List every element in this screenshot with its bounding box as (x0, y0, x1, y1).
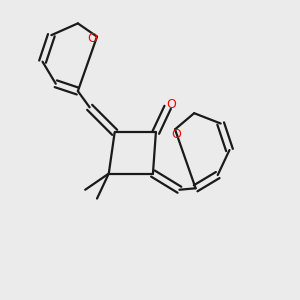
Text: O: O (172, 128, 182, 141)
Text: O: O (87, 32, 97, 45)
Text: O: O (166, 98, 176, 111)
